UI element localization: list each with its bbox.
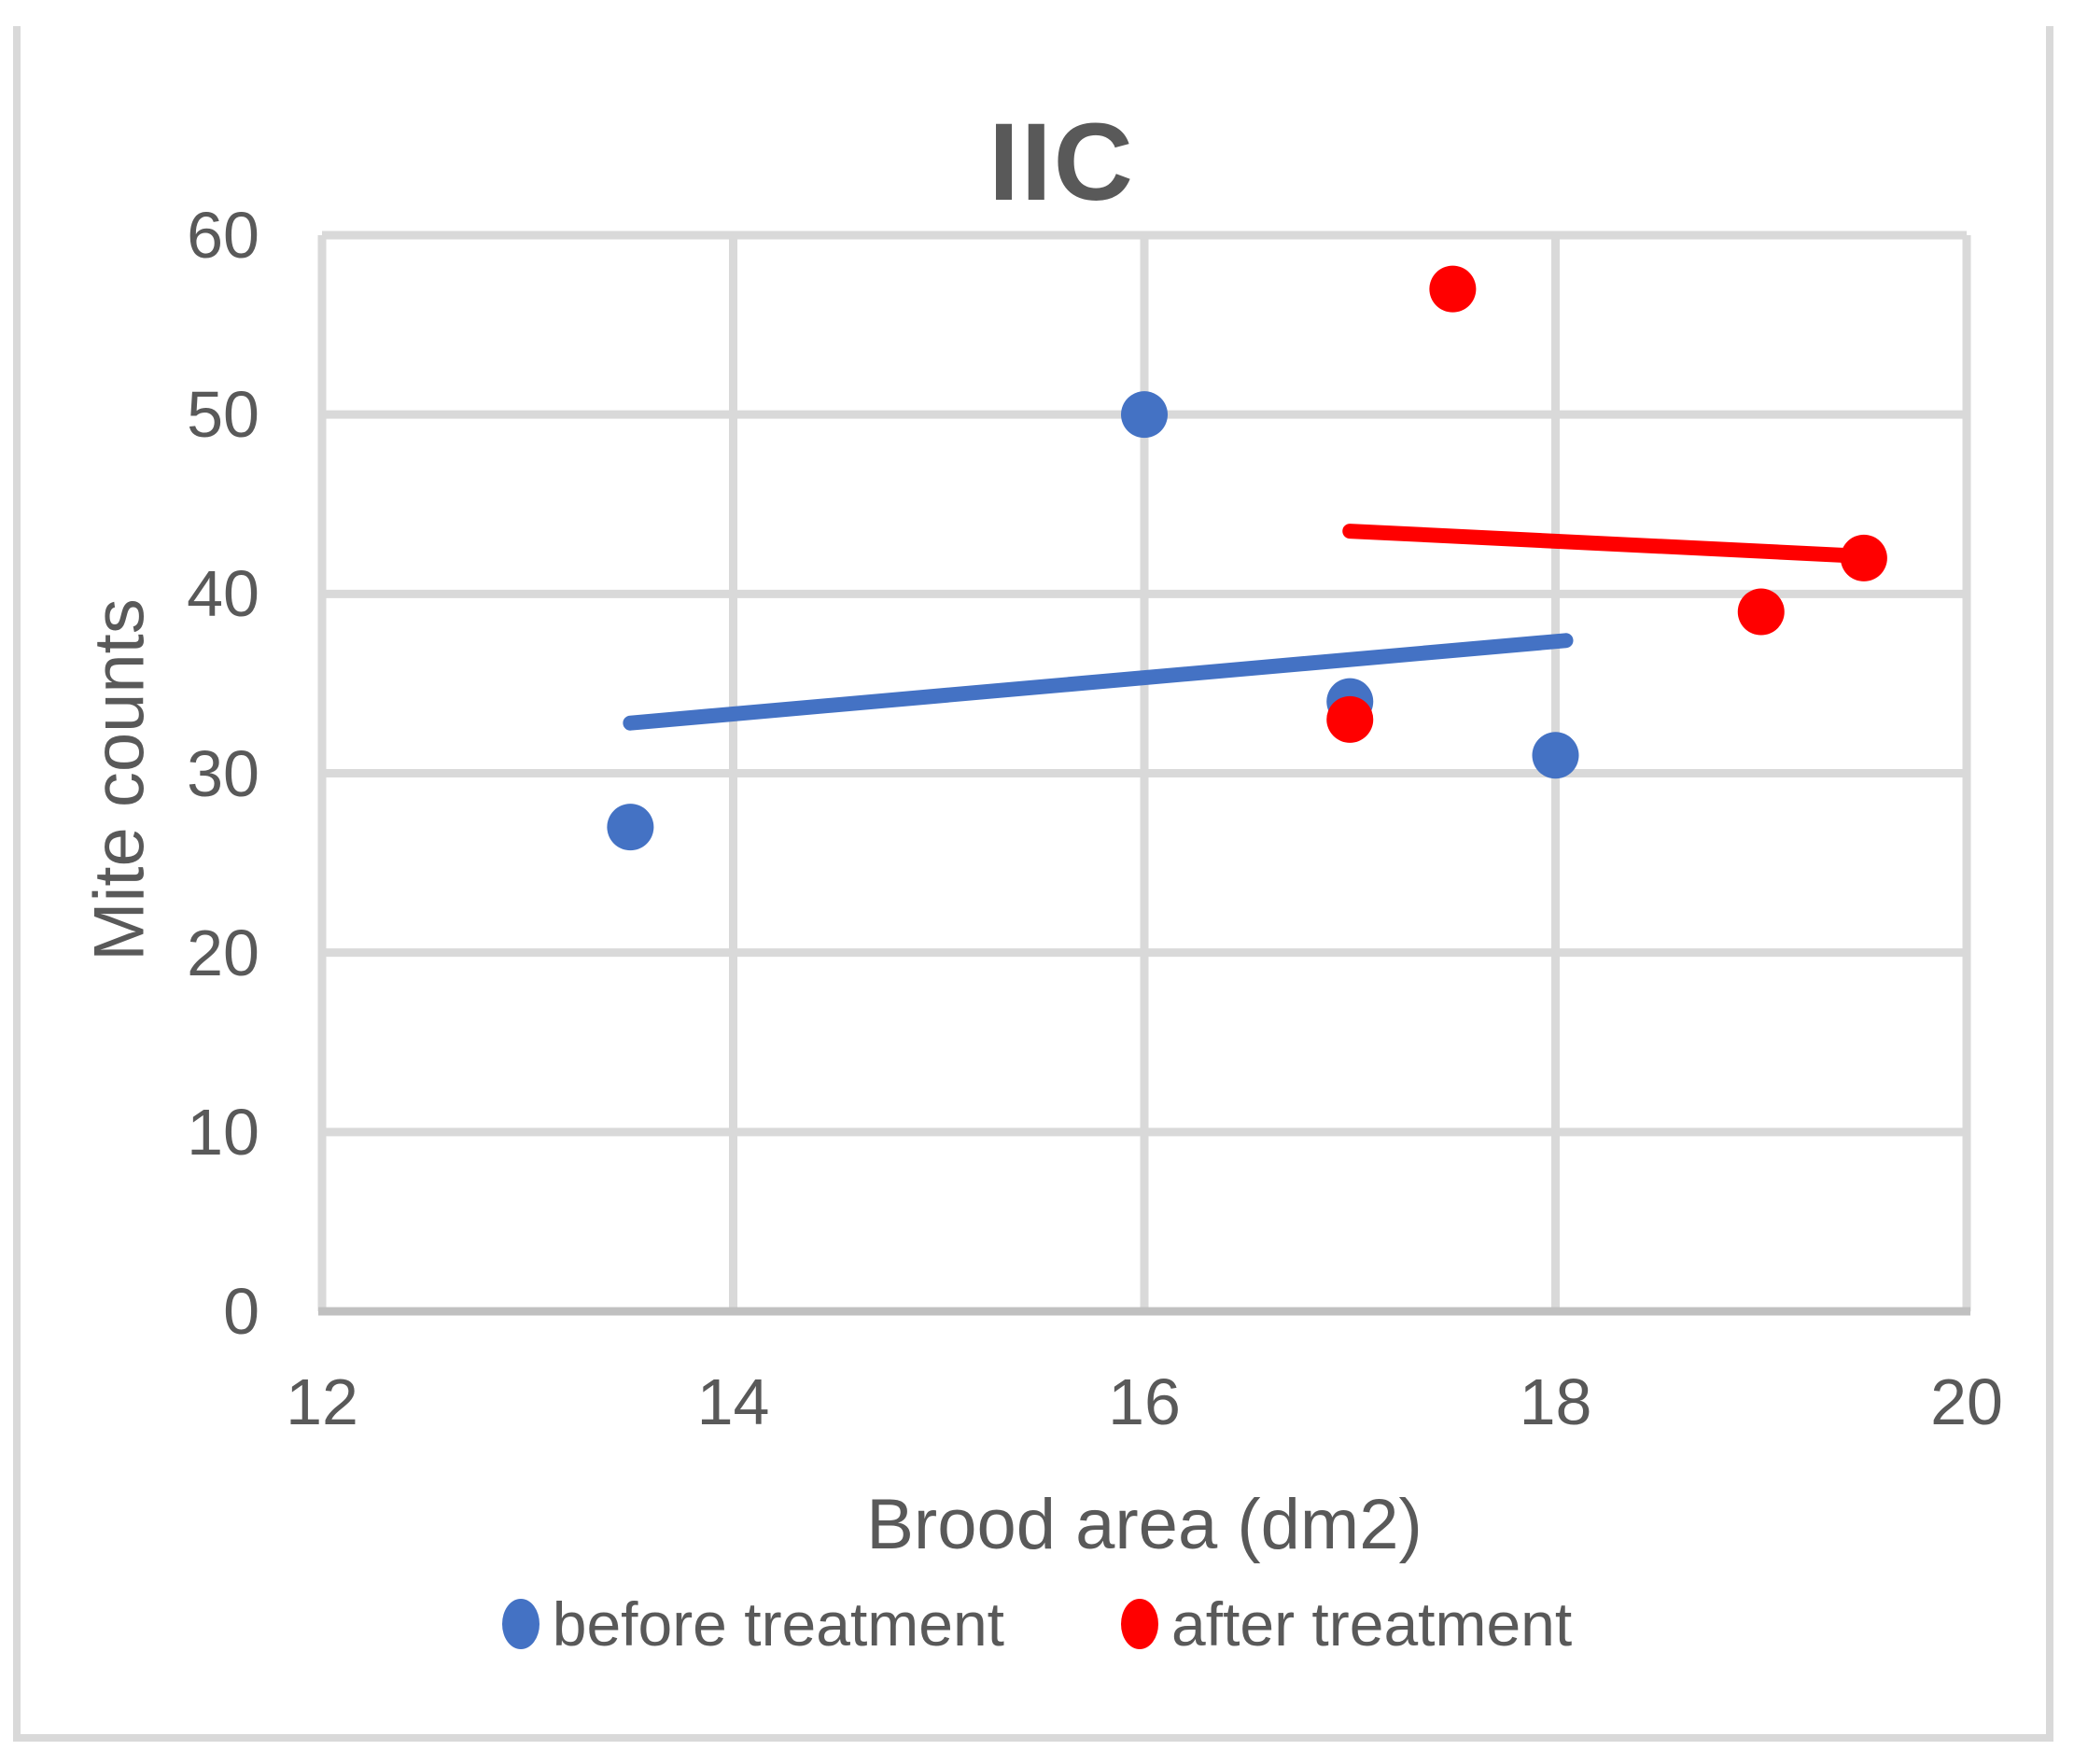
- y-tick-label: 40: [187, 557, 259, 631]
- scatter-point-before: [1532, 732, 1579, 779]
- x-axis-title: Brood area (dm2): [866, 1485, 1422, 1564]
- scatter-point-after: [1737, 588, 1785, 636]
- chart-border-bottom: [13, 1734, 2053, 1742]
- x-tick-label: 16: [1108, 1365, 1181, 1438]
- legend-marker-after-treatment-icon: [1121, 1599, 1159, 1649]
- legend-item-after-treatment: after treatment: [1121, 1592, 1572, 1656]
- chart-border-left: [13, 26, 21, 1742]
- y-tick-label: 20: [187, 916, 259, 989]
- x-tick-label: 18: [1519, 1365, 1592, 1438]
- y-tick-label: 30: [187, 736, 259, 810]
- legend: before treatment after treatment: [215, 1592, 1859, 1656]
- legend-marker-before-treatment-icon: [501, 1599, 540, 1649]
- y-tick-label: 50: [187, 378, 259, 452]
- x-tick-label: 20: [1930, 1365, 2003, 1438]
- scatter-point-after: [1429, 265, 1477, 313]
- trendline-after: [1342, 524, 1871, 564]
- chart-border-right: [2046, 26, 2053, 1742]
- legend-item-before-treatment: before treatment: [501, 1589, 1005, 1659]
- scatter-point-after: [1840, 534, 1887, 581]
- scatter-point-before: [607, 804, 654, 851]
- y-tick-label: 10: [187, 1095, 259, 1169]
- scatter-point-after: [1326, 695, 1374, 743]
- trendline-before: [623, 633, 1574, 731]
- y-tick-label: 60: [187, 199, 259, 272]
- y-tick-label: 0: [223, 1275, 259, 1348]
- chart-title: IIC: [988, 101, 1135, 224]
- legend-label-before-treatment: before treatment: [552, 1589, 1005, 1659]
- x-tick-label: 12: [286, 1365, 358, 1438]
- x-tick-label: 14: [696, 1365, 770, 1438]
- legend-label-after-treatment: after treatment: [1171, 1589, 1573, 1659]
- scatter-point-before: [1121, 391, 1168, 439]
